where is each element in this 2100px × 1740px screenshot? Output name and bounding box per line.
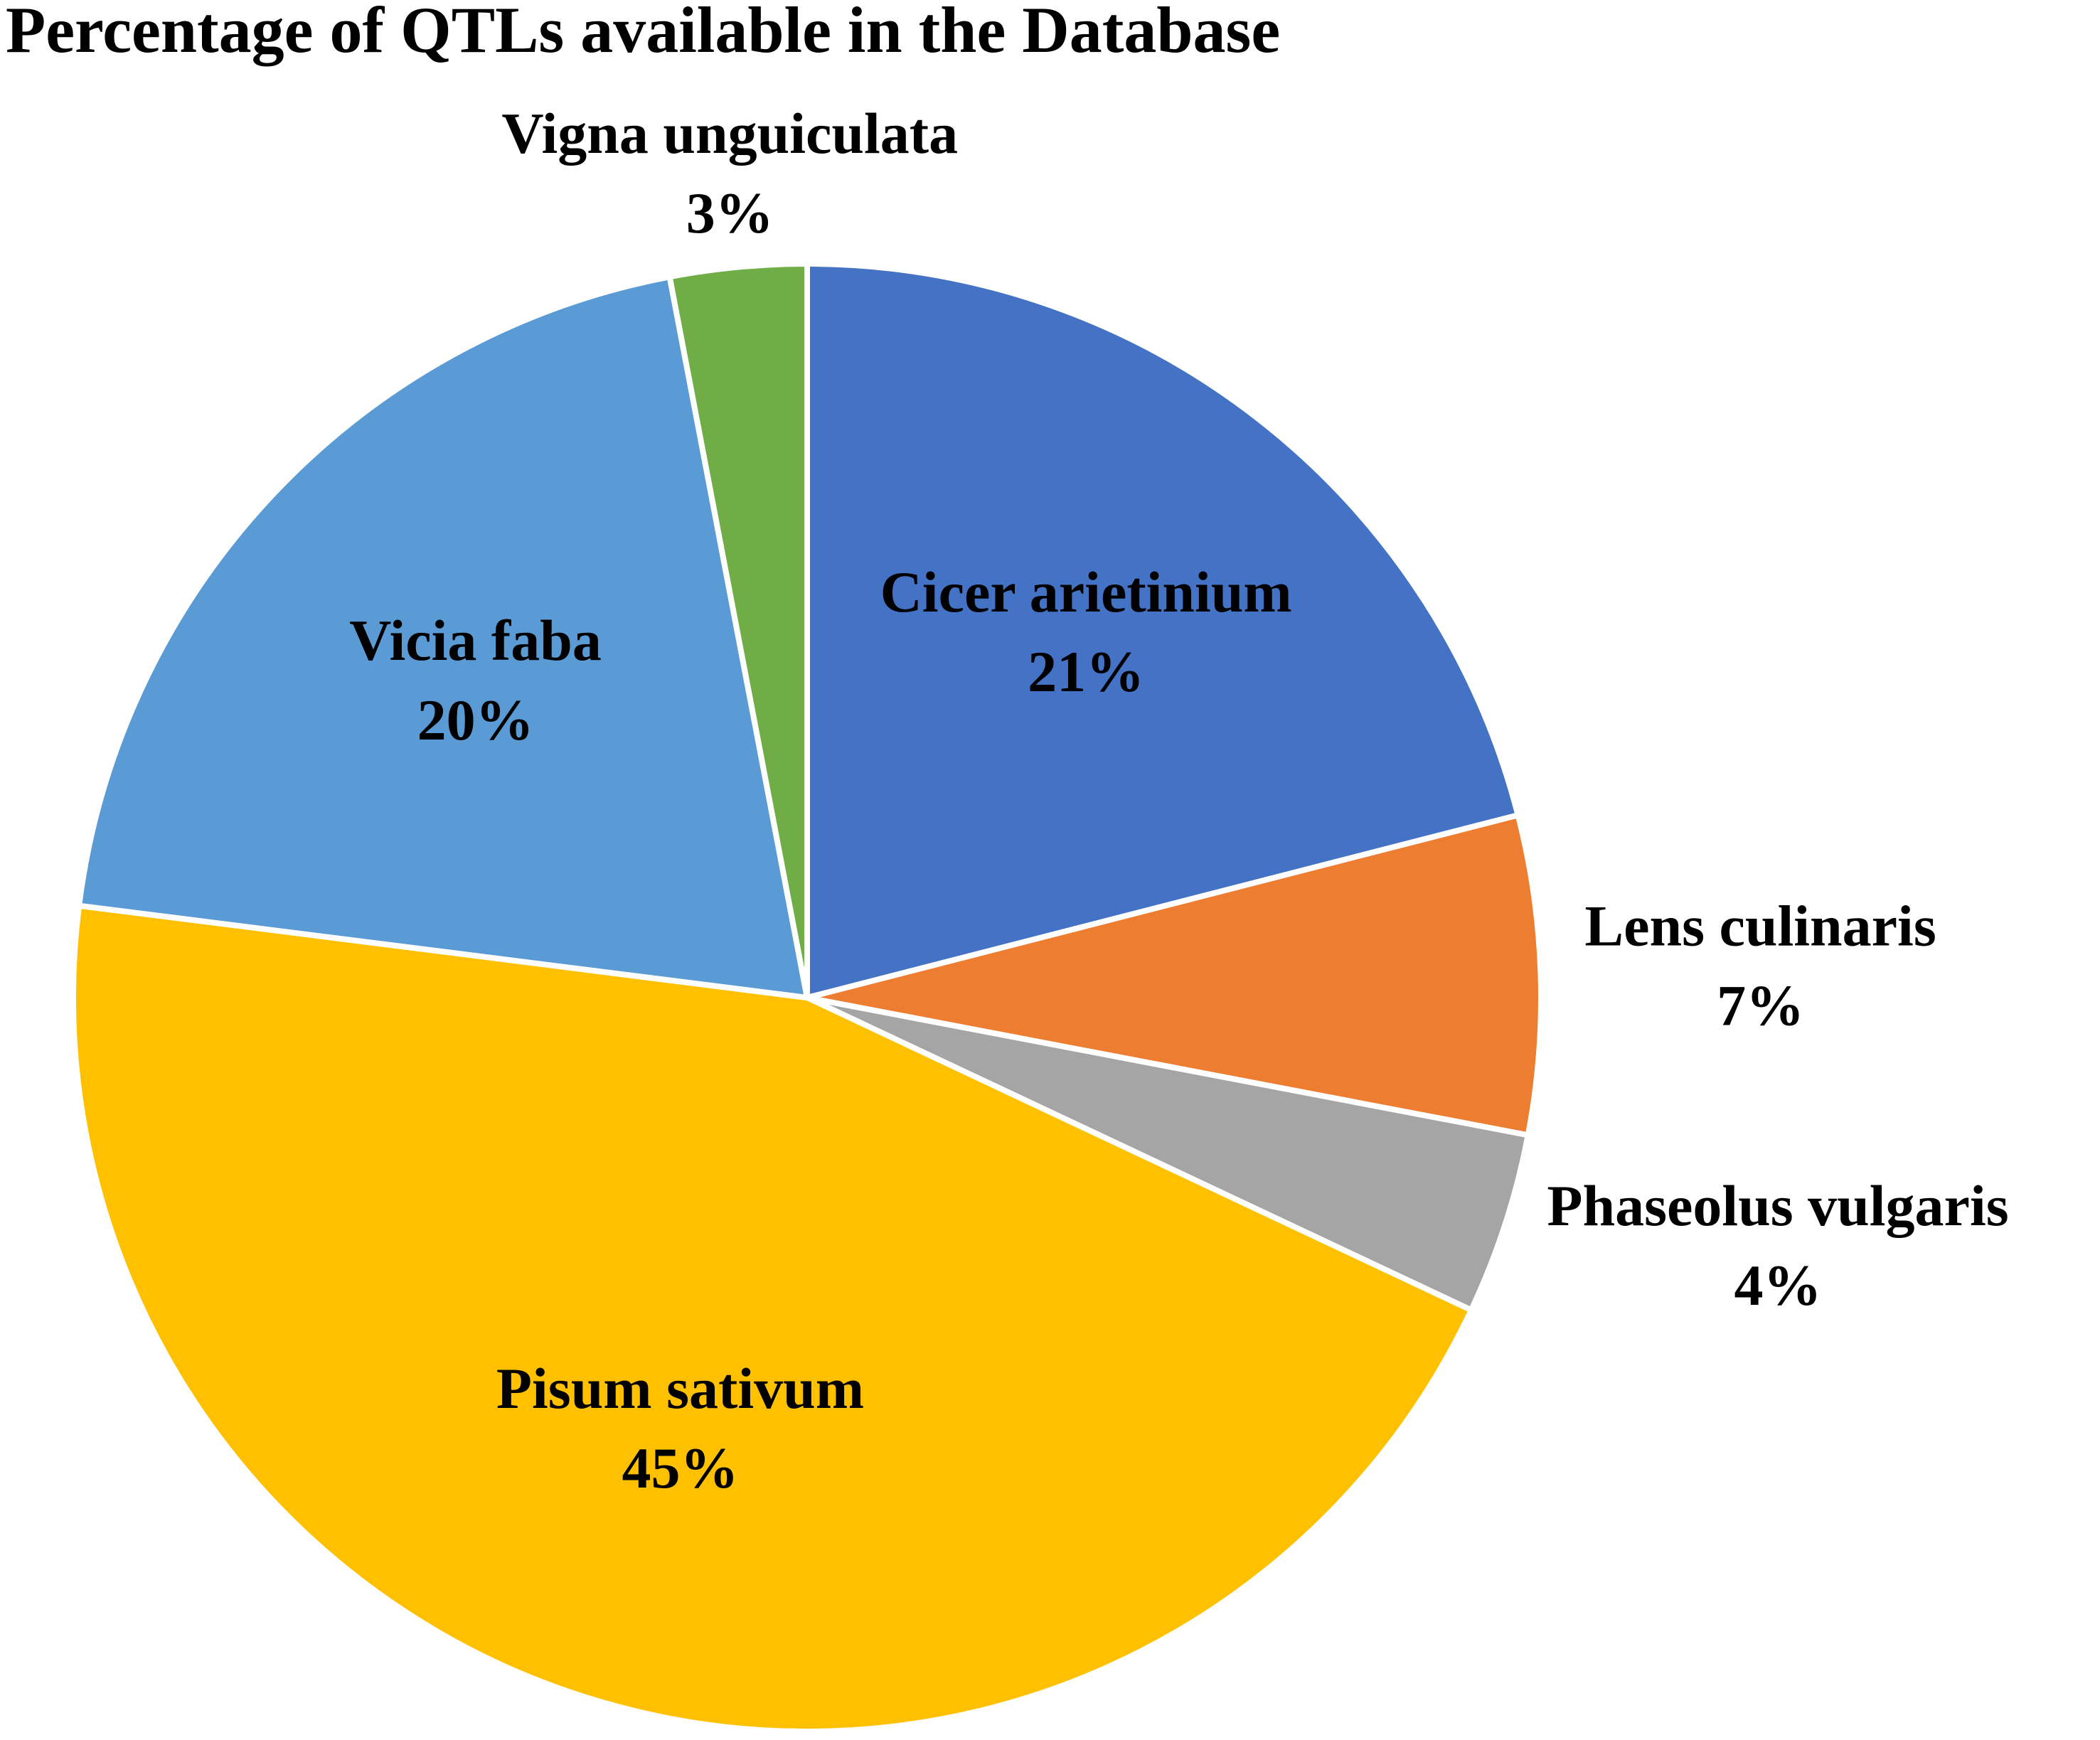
slice-label: Cicer arietinium: [880, 560, 1292, 624]
slice-value-label: 21%: [1028, 639, 1144, 704]
pie-slice: [75, 273, 811, 1001]
chart-title: Percentage of QTLs available in the Data…: [6, 0, 1280, 66]
slice-value-label: 3%: [686, 181, 774, 245]
slice-label: Lens culinaris: [1584, 894, 1936, 959]
slice-value-label: 20%: [417, 688, 534, 752]
slice-value-label: 7%: [1717, 973, 1804, 1038]
pie-slice: [666, 260, 810, 998]
slice-label: Vicia faba: [349, 608, 602, 673]
pie-slice: [806, 995, 1532, 1314]
pie-slice: [804, 260, 1522, 1002]
slice-label: Phaseolus vulgaris: [1547, 1173, 2008, 1238]
pie-slice: [70, 902, 1476, 1734]
slice-label: Vigna unguiculata: [501, 101, 958, 166]
pie-slice: [806, 811, 1544, 1139]
slice-value-label: 45%: [622, 1436, 738, 1500]
slice-label: Pisum sativum: [496, 1356, 864, 1421]
slice-value-label: 4%: [1734, 1253, 1822, 1318]
